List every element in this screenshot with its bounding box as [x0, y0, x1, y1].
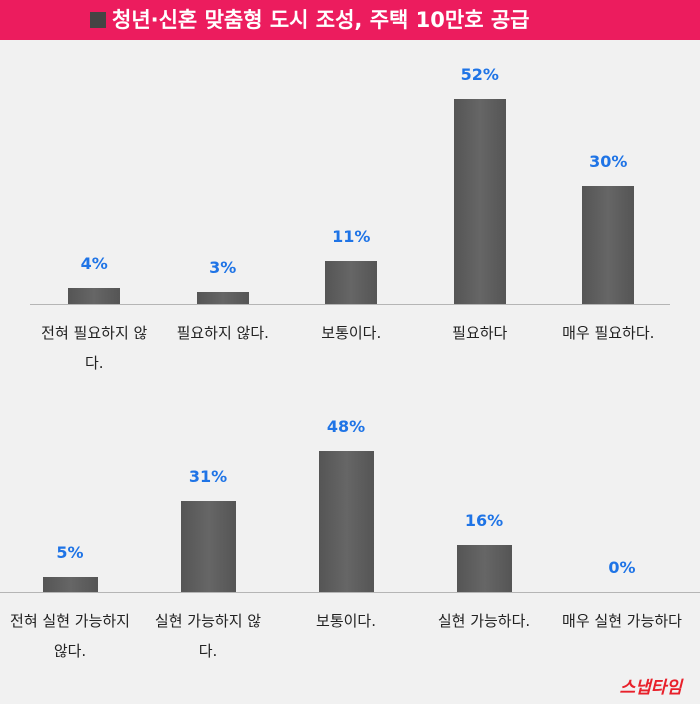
value-label: 0%: [608, 558, 636, 577]
bar: [68, 288, 121, 304]
category-label: 필요하다: [452, 324, 508, 342]
bar: [196, 292, 249, 304]
value-label: 11%: [332, 226, 371, 246]
value-label: 3%: [209, 258, 237, 278]
logo: 스냅타임: [619, 678, 682, 698]
category-label: 매우 필요하다.: [562, 324, 655, 342]
value-label: 31%: [188, 466, 228, 486]
bar: [325, 260, 378, 304]
bar: [318, 450, 374, 592]
header: 청년·신혼 맞춤형 도시 조성, 주택 10만호 공급: [0, 0, 700, 40]
category-label: 실현 가능하지 않다.: [154, 612, 262, 660]
bar: [453, 99, 506, 304]
header-icon: [90, 12, 106, 28]
value-label: 30%: [589, 151, 628, 171]
category-label: 전혀 실현 가능하지 않다.: [10, 612, 130, 660]
value-label: 52%: [460, 65, 499, 85]
value-label: 48%: [326, 416, 366, 436]
category-label: 보통이다.: [321, 324, 382, 342]
bar: [180, 500, 236, 592]
category-label: 필요하지 않다.: [176, 324, 269, 342]
bar: [42, 577, 98, 592]
value-label: 4%: [80, 254, 108, 274]
value-label: 5%: [56, 543, 84, 563]
category-label: 보통이다.: [316, 612, 376, 630]
bar: [456, 544, 512, 592]
baseline: [30, 304, 670, 305]
category-label: 실현 가능하다.: [437, 612, 531, 630]
value-label: 16%: [464, 510, 504, 530]
bar: [582, 185, 635, 304]
baseline: [0, 592, 700, 593]
header-title: 청년·신혼 맞춤형 도시 조성, 주택 10만호 공급: [112, 8, 530, 32]
category-label: 전혀 필요하지 않다.: [41, 324, 148, 372]
category-label: 매우 실현 가능하다: [562, 612, 682, 630]
